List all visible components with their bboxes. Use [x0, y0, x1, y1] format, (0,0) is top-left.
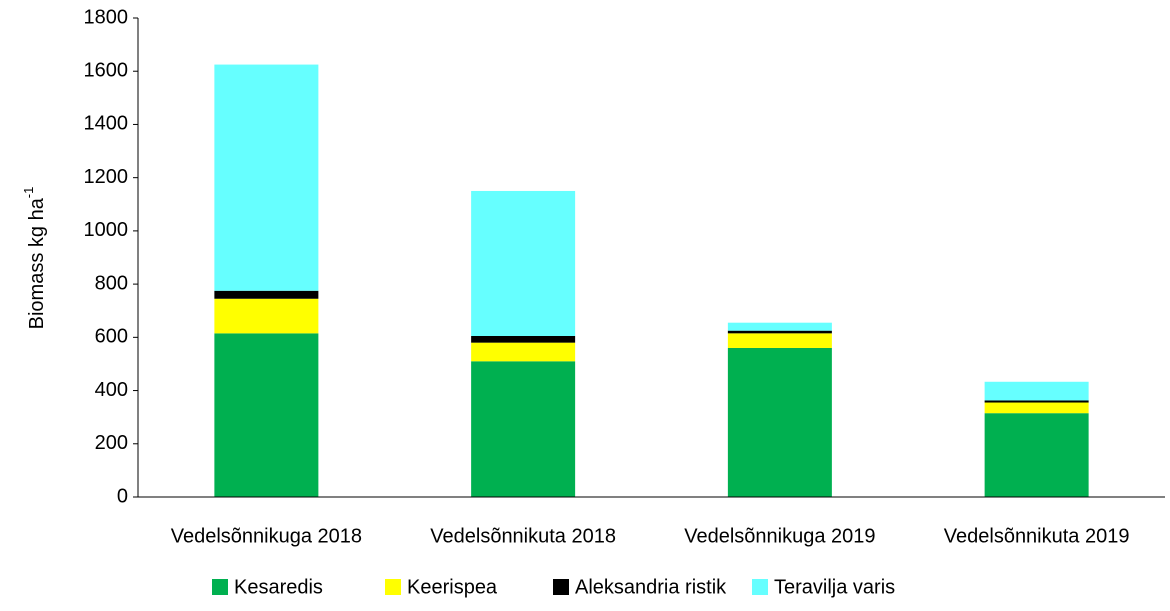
bar-segment — [727, 347, 832, 497]
y-axis-title-sup: -1 — [21, 187, 36, 199]
y-tick-label: 200 — [95, 432, 128, 454]
y-tick-label: 1400 — [84, 113, 129, 135]
y-axis-title-text: Biomass kg ha — [26, 197, 48, 329]
legend-label: Aleksandria ristik — [575, 576, 727, 598]
x-tick-label: Vedelsõnnikuta 2018 — [430, 525, 616, 547]
legend-swatch — [553, 579, 569, 595]
bar-segment — [471, 361, 576, 497]
x-tick-label: Vedelsõnnikuta 2019 — [944, 525, 1130, 547]
bar-segment — [727, 322, 832, 331]
bar-segment — [471, 336, 576, 343]
y-axis-title: Biomass kg ha-1 — [21, 187, 48, 330]
legend-swatch — [212, 579, 228, 595]
bar-segment — [984, 402, 1089, 414]
bar-segment — [214, 64, 319, 291]
legend-label: Teravilja varis — [774, 576, 895, 598]
y-tick-label: 1200 — [84, 166, 129, 188]
y-tick-label: 1000 — [84, 219, 129, 241]
bar-segment — [214, 298, 319, 334]
bar-segment — [471, 190, 576, 337]
bar-segment — [727, 333, 832, 348]
y-tick-label: 800 — [95, 272, 128, 294]
legend-swatch — [752, 579, 768, 595]
legend-label: Kesaredis — [234, 576, 323, 598]
y-tick-label: 600 — [95, 326, 128, 348]
x-tick-label: Vedelsõnnikuga 2019 — [684, 525, 875, 547]
y-tick-label: 0 — [117, 485, 128, 507]
y-tick-label: 1600 — [84, 60, 129, 82]
x-tick-label: Vedelsõnnikuga 2018 — [171, 525, 362, 547]
y-tick-label: 400 — [95, 379, 128, 401]
bar-segment — [984, 400, 1089, 403]
bar-segment — [214, 333, 319, 497]
legend-swatch — [385, 579, 401, 595]
bar-segment — [727, 330, 832, 334]
bar-segment — [984, 381, 1089, 401]
y-tick-label: 1800 — [84, 6, 129, 28]
bar-segment — [984, 413, 1089, 497]
bar-segment — [214, 290, 319, 299]
bar-segment — [471, 342, 576, 362]
legend-label: Keerispea — [407, 576, 498, 598]
